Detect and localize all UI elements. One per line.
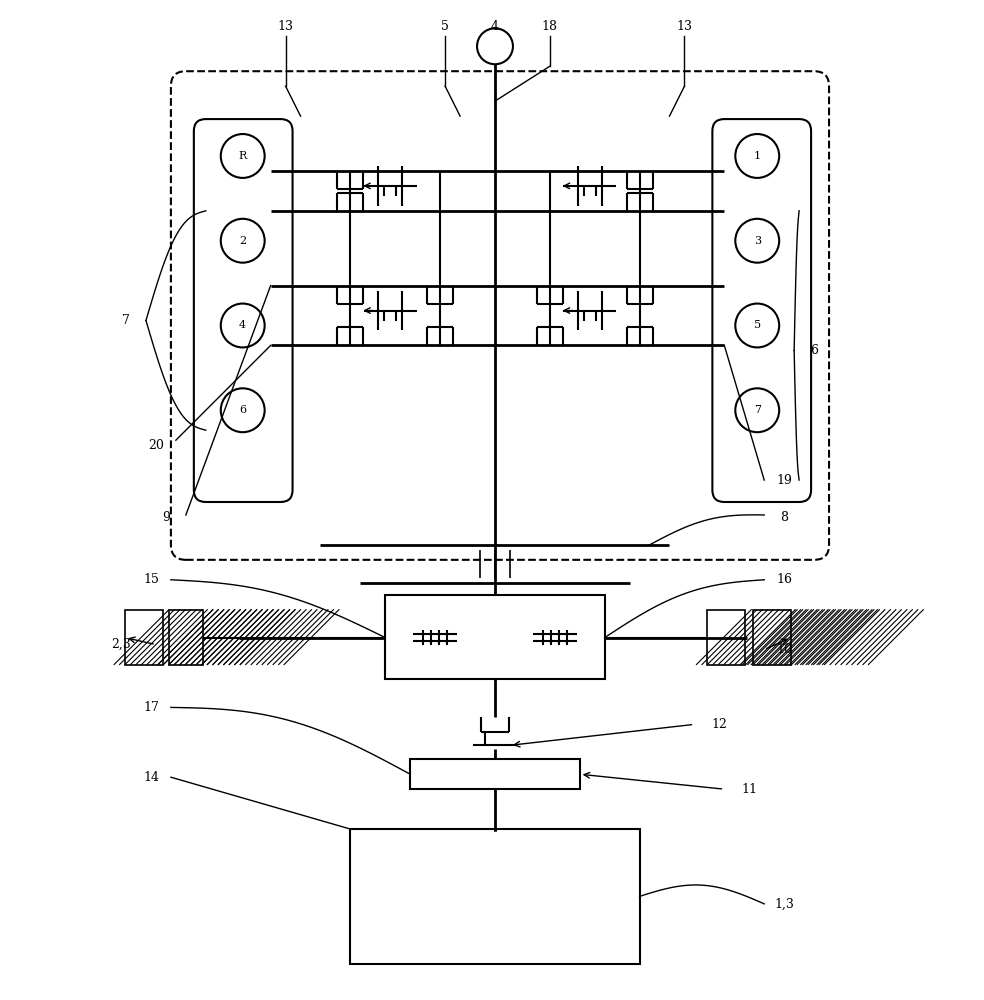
Text: 17: 17 — [143, 701, 158, 714]
Text: 5: 5 — [754, 320, 761, 330]
Text: 2,3: 2,3 — [111, 638, 131, 651]
Bar — [754, 610, 791, 665]
Text: 8: 8 — [780, 511, 788, 524]
Text: R: R — [238, 151, 247, 161]
Bar — [410, 759, 580, 789]
Text: 14: 14 — [143, 771, 159, 784]
Text: 1,3: 1,3 — [774, 897, 794, 910]
Text: 9: 9 — [162, 511, 170, 524]
Text: 6: 6 — [239, 405, 246, 415]
Text: 6: 6 — [810, 344, 818, 357]
Text: 15: 15 — [143, 573, 158, 586]
Text: 10: 10 — [776, 643, 792, 656]
Text: 3: 3 — [754, 236, 761, 246]
Bar — [707, 610, 745, 665]
Text: 5: 5 — [441, 20, 449, 33]
Bar — [169, 610, 203, 665]
Text: 18: 18 — [542, 20, 558, 33]
Text: 2: 2 — [239, 236, 246, 246]
Text: 11: 11 — [741, 783, 758, 796]
Text: 4: 4 — [491, 20, 499, 33]
Text: 12: 12 — [711, 718, 727, 731]
Text: 16: 16 — [776, 573, 792, 586]
Bar — [350, 829, 640, 964]
Text: 19: 19 — [776, 474, 792, 487]
Text: 7: 7 — [754, 405, 761, 415]
Text: 4: 4 — [239, 320, 246, 330]
Text: 1: 1 — [754, 151, 761, 161]
Text: 13: 13 — [676, 20, 693, 33]
Text: 13: 13 — [277, 20, 293, 33]
Bar — [125, 610, 163, 665]
Bar — [386, 595, 605, 679]
Text: 7: 7 — [122, 314, 130, 327]
Text: 20: 20 — [148, 439, 164, 452]
